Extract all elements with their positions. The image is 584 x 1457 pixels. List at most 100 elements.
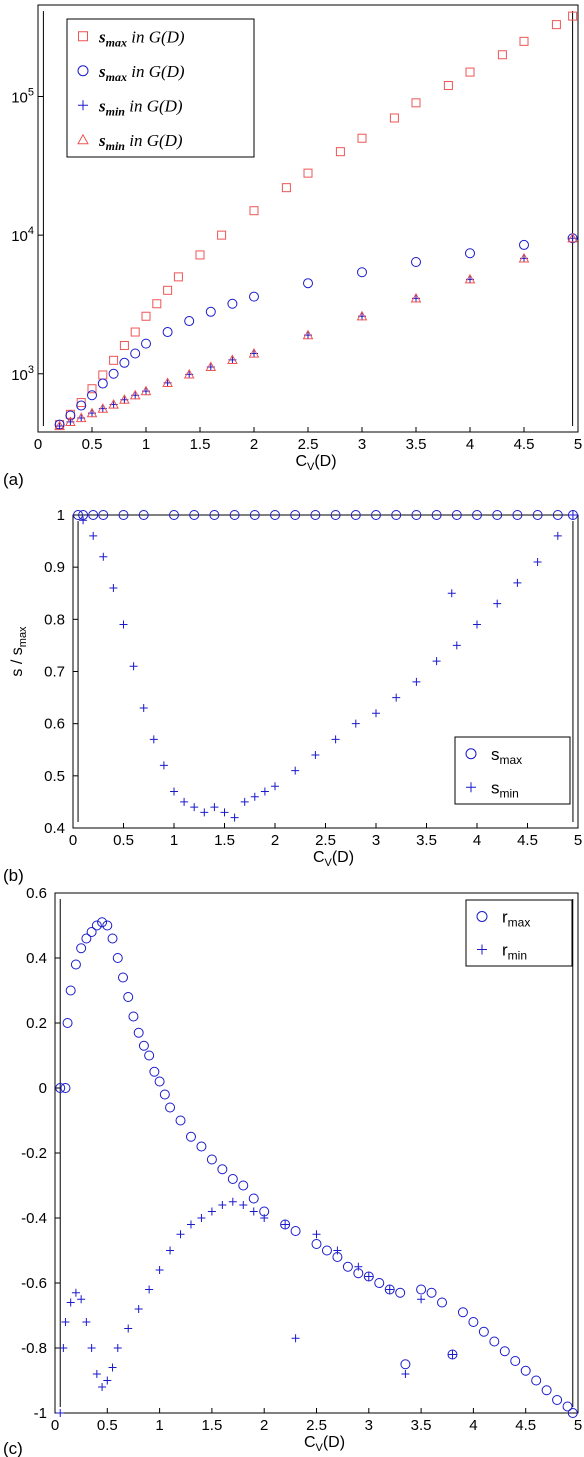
data-point-square	[443, 81, 453, 91]
data-point-circle	[350, 510, 361, 520]
legend-marker-circle	[476, 911, 488, 922]
data-point-plus	[364, 1272, 373, 1281]
y-tick-label: 0	[39, 1080, 47, 1097]
data-point-circle	[426, 1287, 437, 1298]
data-point-triangle	[129, 389, 141, 400]
data-point-circle	[65, 985, 76, 996]
data-point-plus	[260, 787, 269, 796]
data-point-circle	[411, 257, 421, 268]
data-point-plus	[533, 557, 542, 566]
data-point-circle	[478, 1326, 489, 1337]
data-point-circle	[238, 1180, 249, 1191]
x-tick-label: 4.5	[517, 832, 538, 849]
x-tick-label: 4	[473, 832, 481, 849]
data-point-plus	[87, 1344, 96, 1352]
data-point-circle	[227, 298, 238, 309]
panel-a: 0 0.5 1 1.5 2 2.5 3 3.5 4 4.5 5 103 104 105 CV(D) (a) sm…	[3, 4, 582, 489]
data-point-circle	[189, 510, 200, 520]
data-point-circle	[102, 920, 113, 931]
data-point-circle	[227, 1174, 238, 1184]
legend-entry-label: rmax	[502, 908, 530, 930]
data-point-plus	[333, 1246, 342, 1255]
data-point-plus	[291, 766, 300, 775]
data-point-circle	[437, 1297, 448, 1308]
data-point-circle	[400, 1359, 411, 1370]
data-point-plus	[129, 662, 138, 671]
panel-label: (a)	[3, 470, 24, 489]
data-point-circle	[303, 278, 313, 289]
data-point-plus	[149, 735, 158, 744]
data-point-circle	[357, 267, 367, 278]
data-point-plus	[473, 620, 481, 629]
legend-entry-label: smax in G(D)	[98, 62, 185, 84]
data-point-plus	[176, 1230, 185, 1239]
data-point-square	[109, 355, 119, 365]
data-point-circle	[363, 1271, 374, 1282]
data-points	[73, 510, 578, 822]
x-tick-label: 5	[574, 832, 582, 849]
data-point-plus	[98, 1383, 107, 1391]
y-tick-label: 0.4	[26, 950, 47, 967]
data-point-circle	[330, 510, 341, 520]
x-tick-label: 3.5	[411, 1417, 432, 1434]
panel-label: (c)	[3, 1439, 23, 1457]
data-point-circle	[310, 510, 321, 520]
data-point-circle	[117, 972, 128, 983]
data-point-square	[357, 133, 367, 143]
legend-box	[465, 899, 573, 967]
data-point-circle	[97, 378, 108, 389]
data-point-plus	[260, 1214, 269, 1222]
data-point-triangle	[65, 416, 76, 426]
y-tick-label: 0.2	[26, 1015, 47, 1032]
data-point-triangle	[140, 385, 152, 396]
legend-entry-label: smax in G(D)	[98, 27, 185, 49]
data-point-plus	[56, 1409, 65, 1417]
data-point-circle	[184, 316, 195, 327]
data-point-circle	[567, 510, 578, 520]
data-points	[55, 917, 578, 1418]
data-point-plus	[59, 1344, 68, 1352]
data-point-square	[141, 311, 151, 321]
data-point-triangle	[108, 398, 119, 409]
data-point-triangle	[54, 420, 65, 431]
legend-entry-label: rmin	[502, 941, 527, 963]
data-point-circle	[144, 1050, 155, 1061]
data-point-circle	[76, 400, 87, 411]
data-point-triangle	[567, 232, 578, 243]
y-tick-label: -0.8	[21, 1340, 47, 1357]
data-point-circle	[60, 1083, 71, 1093]
y-tick-label: -0.4	[21, 1210, 47, 1227]
data-point-circle	[123, 992, 134, 1002]
data-point-triangle	[183, 368, 195, 379]
x-tick-label: 4.5	[515, 1417, 536, 1434]
data-point-circle	[81, 933, 92, 944]
x-tick-label: 0.5	[113, 832, 134, 849]
data-point-square	[130, 327, 140, 337]
data-point-circle	[457, 1307, 468, 1318]
y-tick-label: 105	[11, 87, 34, 107]
data-point-triangle	[518, 252, 530, 263]
data-point-plus	[207, 1207, 216, 1216]
x-tick-label: 1.5	[201, 1417, 222, 1434]
data-point-circle	[185, 1131, 196, 1142]
data-point-plus	[186, 1220, 195, 1229]
data-point-plus	[312, 1230, 321, 1239]
data-point-square	[519, 36, 529, 46]
x-tick-label: 0	[51, 1417, 59, 1434]
data-point-circle	[138, 510, 149, 520]
data-point-square	[281, 183, 291, 193]
data-point-circle	[165, 1102, 176, 1113]
data-point-plus	[166, 1246, 175, 1255]
x-tick-label: 5	[574, 1417, 582, 1434]
data-point-triangle	[97, 403, 109, 413]
x-tick-label: 3	[372, 832, 380, 849]
data-point-circle	[119, 357, 130, 368]
data-point-circle	[133, 1027, 144, 1038]
data-point-circle	[249, 510, 260, 520]
data-point-circle	[175, 1115, 186, 1126]
data-point-square	[217, 230, 227, 240]
data-point-plus	[180, 797, 189, 806]
x-tick-label: 4.5	[514, 436, 535, 453]
data-point-square	[249, 206, 259, 216]
